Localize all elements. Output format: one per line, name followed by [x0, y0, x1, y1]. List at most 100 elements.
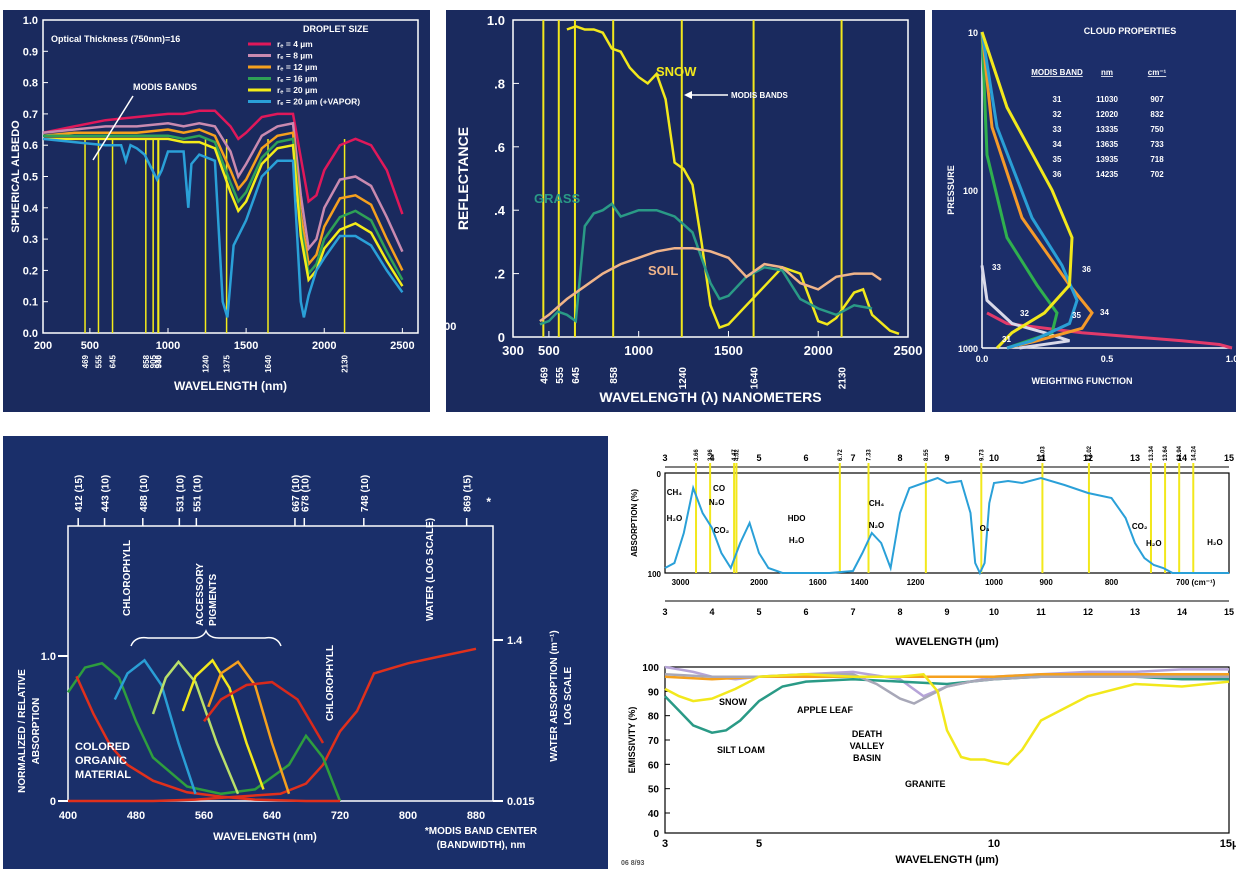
- series-line: [151, 659, 240, 795]
- band-star: *: [486, 495, 491, 509]
- bottom-tick-label: 11: [1036, 607, 1046, 617]
- y-tick-label: .2: [494, 267, 505, 282]
- band-label: 6.72: [838, 449, 844, 461]
- top-tick-label: 10: [989, 453, 999, 463]
- series-line: [75, 675, 340, 803]
- label-chlorophyll-1: CHLOROPHYLL: [122, 540, 133, 616]
- x-tick-label: 400: [59, 810, 77, 822]
- y-tick-label: 90: [648, 687, 660, 698]
- series-label-snow: SNOW: [656, 64, 697, 79]
- y-tick-label: .4: [494, 203, 506, 218]
- band-label: 1240: [202, 354, 211, 372]
- x-axis-label: WAVELENGTH (µm): [895, 636, 999, 648]
- plot-frame: [664, 472, 1230, 574]
- top-tick-label: 9: [944, 453, 949, 463]
- band-label: 2130: [341, 354, 350, 372]
- weighting-curve: [980, 31, 1094, 350]
- chart-ocean-absorption: 400 480 560 640 720 800 880 0 1.0 0.015 1.4 412 (15…: [17, 475, 574, 851]
- series-label: GRANITE: [905, 779, 946, 789]
- table-cell: 750: [1150, 125, 1164, 134]
- table-cell: 733: [1150, 140, 1164, 149]
- label-pigments: PIGMENTS: [208, 573, 219, 626]
- curve-label: 31: [1002, 335, 1011, 344]
- panel-reflectance: 0 .2 .4 .6 .8 1.0 300 500 1000 1500 2000 2500 469 555…: [438, 10, 925, 412]
- y-axis-label: REFLECTANCE: [455, 127, 471, 230]
- x-tick-label: 0.0: [976, 354, 989, 364]
- chart-spherical-albedo: 0.0 0.1 0.2 0.3 0.4 0.5 0.6 0.7 0.8 0.9 1.0 200 500 1…: [10, 15, 419, 393]
- wavenumber-label: 800: [1105, 578, 1119, 587]
- legend-label: rₑ = 16 µm: [277, 74, 318, 84]
- table-cell: 34: [1053, 140, 1062, 149]
- band-label: 555: [555, 367, 566, 384]
- bottom-tick-label: 5: [756, 607, 761, 617]
- band-label: 4.47: [732, 449, 738, 461]
- top-tick-label: 14: [1177, 453, 1187, 463]
- y-axis-label-1: NORMALIZED / RELATIVE: [17, 669, 28, 793]
- x-axis-label: WAVELENGTH (nm): [174, 379, 287, 393]
- band-label: 3.66: [694, 449, 700, 461]
- series-line: [42, 121, 404, 253]
- series-label: DEATH: [852, 729, 882, 739]
- chart-atmospheric-absorption: 3 3 4 4 5 5 6 6 7 7 8 8 9 9 10 10 11 11 12 12 13 13 14 14 15 15 30…: [630, 445, 1234, 648]
- y-tick-label: 0.6: [23, 140, 38, 152]
- y2-tick-label: 0.015: [507, 796, 535, 808]
- gas-label: CH₄: [667, 488, 683, 497]
- label-water: WATER (LOG SCALE): [425, 518, 436, 621]
- gas-label: CO: [713, 484, 725, 493]
- bottom-tick-label: 15: [1224, 607, 1234, 617]
- gas-label: CO₂: [714, 526, 730, 535]
- band-label: 4.52: [734, 449, 740, 461]
- band-label: 1640: [264, 354, 273, 372]
- y-tick-label: 0: [657, 470, 662, 479]
- band-label: 905: [149, 354, 158, 368]
- y-tick-label: 1000: [958, 344, 978, 354]
- top-tick-label: 5: [756, 453, 761, 463]
- legend-label: rₑ = 20 µm: [277, 85, 318, 95]
- weighting-curve: [980, 31, 1074, 350]
- gas-label: CH₄: [869, 499, 885, 508]
- curve-label: 35: [1072, 311, 1081, 320]
- bottom-tick-label: 13: [1130, 607, 1140, 617]
- series-label-soil: SOIL: [648, 263, 678, 278]
- top-tick-label: 11: [1036, 453, 1046, 463]
- band-label: 667 (10): [291, 475, 302, 512]
- table-cell: 832: [1150, 110, 1164, 119]
- y-tick-label: 0.9: [23, 46, 38, 58]
- band-label: 9.73: [979, 449, 985, 461]
- x-axis-label: WAVELENGTH (λ) NANOMETERS: [599, 389, 821, 405]
- y2-tick-label: 1.4: [507, 635, 523, 647]
- gas-label: CO₂: [1132, 522, 1148, 531]
- legend-label: rₑ = 4 µm: [277, 39, 313, 49]
- bottom-tick-label: 14: [1177, 607, 1187, 617]
- series-line: [203, 680, 325, 744]
- x-tick-label: 2000: [804, 343, 833, 358]
- y-tick-label: 0.7: [23, 109, 38, 121]
- plot-frame: [512, 19, 909, 338]
- x-tick-label: 1500: [714, 343, 743, 358]
- band-label: 14.24: [1191, 445, 1197, 461]
- y-tick-label: 0.5: [23, 172, 38, 184]
- panel-cloud-properties: 10 100 1000 0.0 0.5 1.0 31 32 33 34 35 36 CLOUD PROP…: [932, 10, 1236, 412]
- top-tick-label: 6: [803, 453, 808, 463]
- y-tick-label: 100: [642, 663, 659, 674]
- band-label: 531 (10): [175, 475, 186, 512]
- band-label: 13.94: [1177, 445, 1183, 461]
- bands-label: MODIS BANDS: [731, 91, 789, 100]
- band-label: 443 (10): [101, 475, 112, 512]
- table-cell: 13635: [1096, 140, 1119, 149]
- bottom-tick-label: 7: [850, 607, 855, 617]
- x-axis-label: WAVELENGTH (µm): [895, 854, 999, 866]
- y-tick-label: .6: [494, 140, 505, 155]
- x-tick-label: 2500: [390, 340, 414, 352]
- y-tick-label: 1.0: [487, 13, 505, 28]
- legend-label: rₑ = 12 µm: [277, 62, 318, 72]
- bottom-tick-label: 12: [1083, 607, 1093, 617]
- x-tick-label: 640: [263, 810, 281, 822]
- legend-title: DROPLET SIZE: [303, 24, 369, 34]
- y-tick-label: 1.0: [41, 651, 56, 663]
- x-tick-label: 3: [662, 838, 668, 850]
- chart-reflectance: 0 .2 .4 .6 .8 1.0 300 500 1000 1500 2000 2500 469 555…: [438, 10, 922, 412]
- y-tick-label: 0.3: [23, 234, 38, 246]
- table-header: MODIS BAND: [1031, 68, 1083, 77]
